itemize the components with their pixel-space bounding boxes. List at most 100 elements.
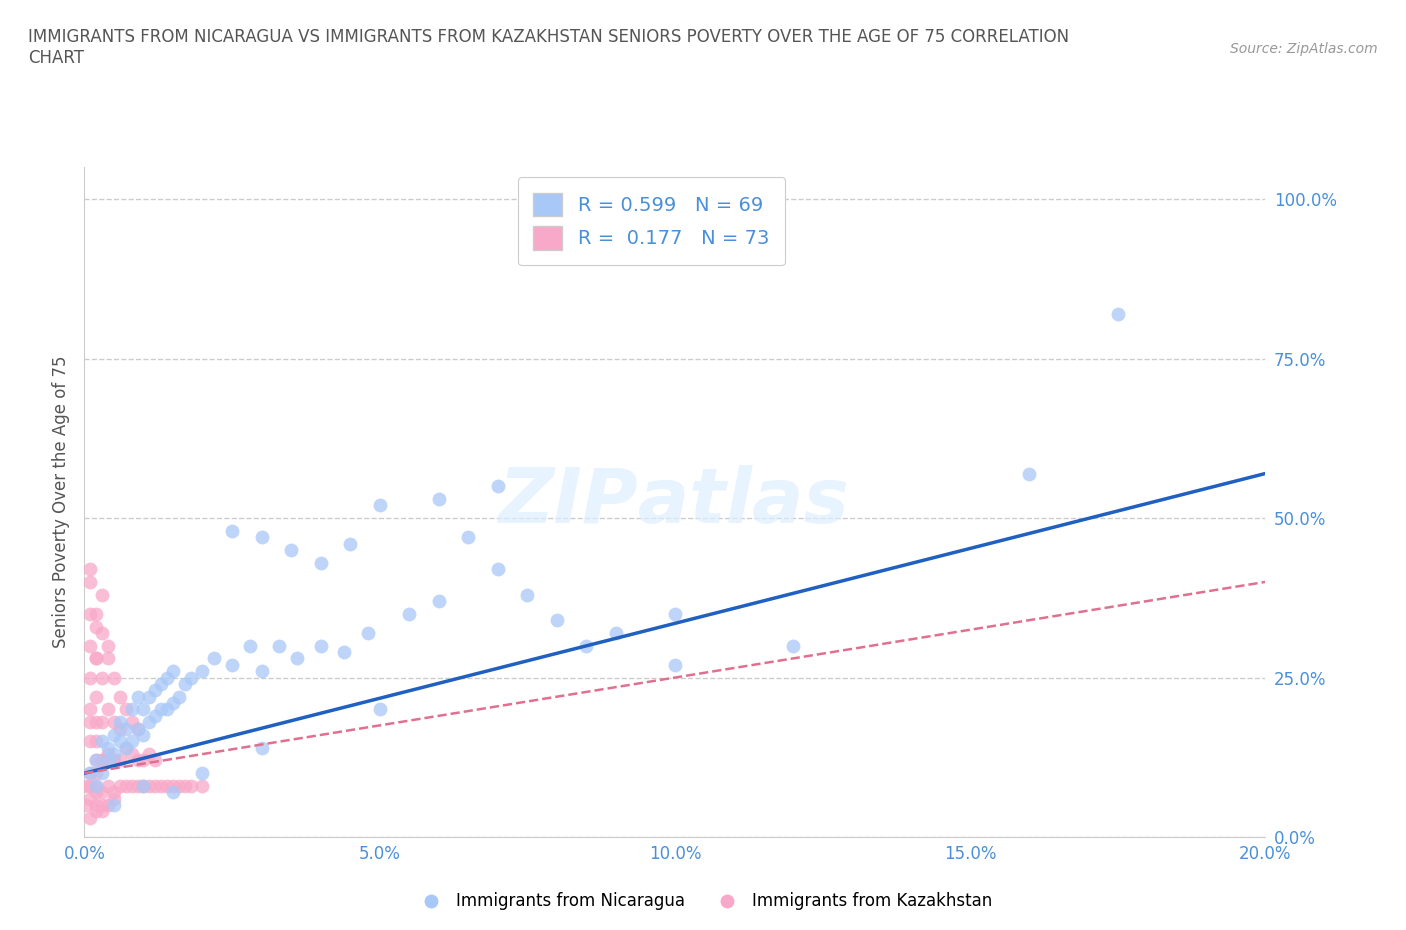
Point (91, 753, 114, 768)
Point (150, 676, 173, 691)
Point (84, 798, 107, 813)
Point (84, 765, 107, 780)
Point (221, 524, 243, 538)
Point (121, 702, 143, 717)
Point (239, 638, 262, 653)
Point (121, 734, 143, 749)
Point (250, 664, 273, 679)
Point (91, 765, 114, 780)
Point (97, 778, 120, 793)
Point (91, 715, 114, 730)
Point (250, 740, 273, 755)
Point (162, 785, 184, 800)
Point (84, 689, 107, 704)
Point (114, 740, 136, 755)
Point (191, 778, 214, 793)
Point (132, 778, 155, 793)
Point (309, 555, 332, 570)
Point (138, 715, 160, 730)
Point (108, 753, 131, 768)
Point (84, 785, 107, 800)
Point (97, 740, 120, 755)
Point (516, 587, 538, 602)
Point (121, 778, 143, 793)
Point (156, 778, 179, 793)
Point (84, 606, 107, 621)
Point (91, 671, 114, 685)
Point (127, 689, 149, 704)
Point (84, 804, 107, 819)
Point (150, 778, 173, 793)
Point (114, 740, 136, 755)
Point (84, 651, 107, 666)
Point (76, 778, 98, 793)
Point (103, 785, 125, 800)
Point (1018, 466, 1040, 481)
Point (97, 651, 120, 666)
Point (91, 734, 114, 749)
Point (457, 530, 479, 545)
Point (221, 658, 243, 672)
Point (79, 702, 101, 717)
Point (162, 778, 184, 793)
Point (79, 791, 101, 806)
Legend: Immigrants from Nicaragua, Immigrants from Kazakhstan: Immigrants from Nicaragua, Immigrants fr… (408, 885, 998, 917)
Point (121, 715, 143, 730)
Point (91, 587, 114, 602)
Point (167, 778, 190, 793)
Text: ZIP​atlas: ZIP​atlas (499, 465, 851, 539)
Point (103, 747, 125, 762)
Point (427, 492, 450, 507)
Point (605, 626, 627, 641)
Point (127, 721, 149, 736)
Point (84, 651, 107, 666)
Point (97, 753, 120, 768)
Point (114, 778, 136, 793)
Point (108, 734, 131, 749)
Point (285, 651, 308, 666)
Point (84, 778, 107, 793)
Point (97, 747, 120, 762)
Point (150, 702, 173, 717)
Point (309, 638, 332, 653)
Point (79, 734, 101, 749)
Point (84, 734, 107, 749)
Point (103, 727, 125, 742)
Point (1107, 307, 1129, 322)
Point (486, 562, 509, 577)
Point (91, 785, 114, 800)
Point (91, 804, 114, 819)
Point (486, 479, 509, 494)
Point (108, 689, 131, 704)
Point (132, 702, 155, 717)
Point (79, 562, 101, 577)
Point (162, 696, 184, 711)
Point (143, 778, 166, 793)
Point (339, 537, 361, 551)
Point (91, 753, 114, 768)
Point (269, 638, 291, 653)
Point (156, 671, 179, 685)
Point (127, 753, 149, 768)
Point (132, 778, 155, 793)
Point (79, 810, 101, 825)
Point (143, 683, 166, 698)
Point (180, 671, 202, 685)
Point (127, 721, 149, 736)
Point (97, 638, 120, 653)
Point (143, 753, 166, 768)
Point (162, 664, 184, 679)
Point (103, 791, 125, 806)
Point (79, 638, 101, 653)
Point (180, 778, 202, 793)
Text: IMMIGRANTS FROM NICARAGUA VS IMMIGRANTS FROM KAZAKHSTAN SENIORS POVERTY OVER THE: IMMIGRANTS FROM NICARAGUA VS IMMIGRANTS … (28, 28, 1069, 67)
Point (108, 715, 131, 730)
Point (79, 715, 101, 730)
Point (84, 753, 107, 768)
Point (84, 619, 107, 634)
Point (191, 765, 214, 780)
Point (79, 765, 101, 780)
Point (114, 721, 136, 736)
Point (427, 593, 450, 608)
Point (191, 664, 214, 679)
